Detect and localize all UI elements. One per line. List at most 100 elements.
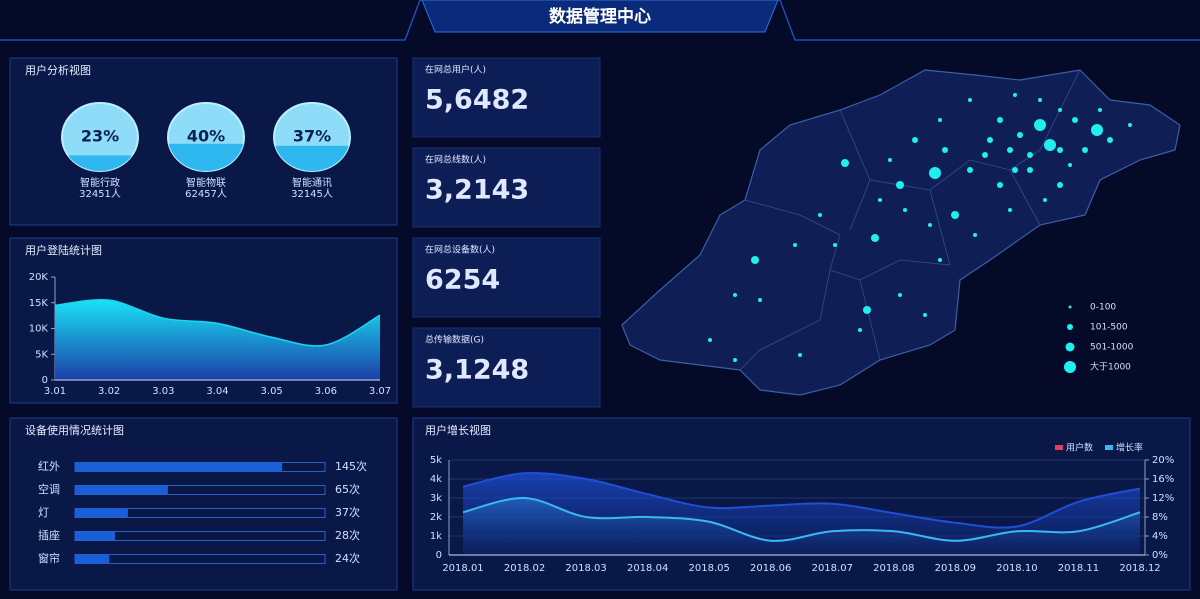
circle-value: 40%: [187, 127, 225, 146]
bar: [75, 554, 110, 564]
y-tick-label: 2k: [430, 512, 442, 523]
map-region: [621, 69, 1181, 396]
x-tick-label: 2018.06: [750, 563, 791, 574]
circle-count: 62457人: [185, 188, 227, 200]
map-dot: [798, 353, 802, 357]
map-dot: [968, 98, 972, 102]
stat-value: 3,2143: [425, 175, 529, 206]
bar-label: 灯: [38, 506, 49, 519]
header-line: [0, 0, 1200, 41]
map-dot: [898, 293, 902, 297]
map-dot: [997, 182, 1003, 188]
map-dot: [938, 258, 942, 262]
map-legend-dot: [1068, 305, 1072, 309]
area: [55, 299, 380, 380]
map-dot: [733, 358, 737, 362]
y-tick-label: 1k: [430, 531, 442, 542]
bar-value: 24次: [335, 551, 360, 565]
x-tick-label: 3.04: [206, 386, 228, 397]
map-border: [739, 69, 1081, 371]
bar-value: 145次: [335, 459, 367, 473]
y-tick-label: 15K: [29, 298, 49, 309]
bar-label: 空调: [38, 482, 60, 496]
map-dot: [1043, 198, 1047, 202]
x-tick-label: 2018.08: [873, 563, 914, 574]
area-line: [54, 298, 381, 347]
bar: [75, 485, 168, 495]
x-tick-label: 2018.05: [689, 563, 730, 574]
map-legend-label: 101-500: [1090, 323, 1128, 333]
map-legend-dot: [1065, 342, 1075, 352]
bar-value: 65次: [335, 482, 360, 496]
x-tick-label: 2018.12: [1119, 563, 1160, 574]
circle-count: 32451人: [79, 188, 121, 200]
map-dot: [871, 234, 879, 242]
x-tick-label: 2018.10: [996, 563, 1037, 574]
map-dot: [973, 233, 977, 237]
map-dot: [1057, 147, 1063, 153]
bar: [75, 462, 283, 472]
bar: [75, 508, 128, 518]
legend-label: 用户数: [1066, 442, 1093, 454]
map-dot: [1013, 93, 1017, 97]
x-tick-label: 3.03: [152, 386, 174, 397]
circle-label: 智能行政: [80, 176, 120, 189]
map-dot: [1058, 108, 1062, 112]
stat-label: 在网总线数(人): [425, 154, 486, 166]
y2-tick-label: 0%: [1152, 550, 1168, 561]
map-dot: [758, 298, 762, 302]
x-tick-label: 2018.09: [935, 563, 976, 574]
map-dot: [818, 213, 822, 217]
panel-title: 设备使用情况统计图: [25, 423, 124, 437]
stat-value: 3,1248: [425, 355, 529, 386]
map-dot: [1072, 117, 1078, 123]
x-tick-label: 2018.11: [1058, 563, 1099, 574]
x-tick-label: 2018.03: [565, 563, 606, 574]
x-tick-label: 3.02: [98, 386, 120, 397]
map-dot: [1068, 163, 1072, 167]
circle-count: 32145人: [291, 188, 333, 200]
map-dot: [1098, 108, 1102, 112]
map-dot: [1044, 139, 1056, 151]
map-dot: [997, 117, 1003, 123]
bar-label: 窗帘: [38, 551, 60, 565]
panel-title: 用户分析视图: [25, 63, 91, 77]
y-tick-label: 4k: [430, 474, 442, 485]
map-dot: [982, 152, 988, 158]
map-dot: [1027, 167, 1033, 173]
map-legend-dot: [1064, 361, 1076, 373]
y2-tick-label: 20%: [1152, 455, 1174, 466]
map-dot: [1027, 152, 1033, 158]
circle-label: 智能物联: [186, 176, 226, 189]
map-dot: [923, 313, 927, 317]
header-title: 数据管理中心: [549, 6, 651, 27]
series-area: [463, 497, 1140, 555]
stat-value: 5,6482: [425, 85, 529, 116]
y-tick-label: 10K: [29, 324, 49, 335]
legend-marker: [1055, 445, 1063, 450]
stat-card: [412, 327, 601, 408]
y2-tick-label: 12%: [1152, 493, 1174, 504]
map-dot: [1017, 132, 1023, 138]
bar-label: 插座: [38, 528, 60, 542]
bar: [75, 531, 115, 541]
circle-value: 37%: [293, 127, 331, 146]
map-dot: [733, 293, 737, 297]
circle-label: 智能通讯: [292, 176, 332, 189]
map-dot: [888, 158, 892, 162]
y-tick-label: 0: [42, 375, 48, 386]
circle-value: 23%: [81, 127, 119, 146]
x-tick-label: 2018.02: [504, 563, 545, 574]
series-line: [462, 472, 1141, 529]
panel-title: 用户登陆统计图: [25, 243, 102, 257]
map-dot: [912, 137, 918, 143]
stat-label: 在网总设备数(人): [425, 244, 495, 256]
map-dot: [1007, 147, 1013, 153]
header-plate: [421, 0, 779, 33]
y2-tick-label: 16%: [1152, 474, 1174, 485]
map-dot: [903, 208, 907, 212]
bar-value: 28次: [335, 528, 360, 542]
stat-card: [412, 147, 601, 228]
